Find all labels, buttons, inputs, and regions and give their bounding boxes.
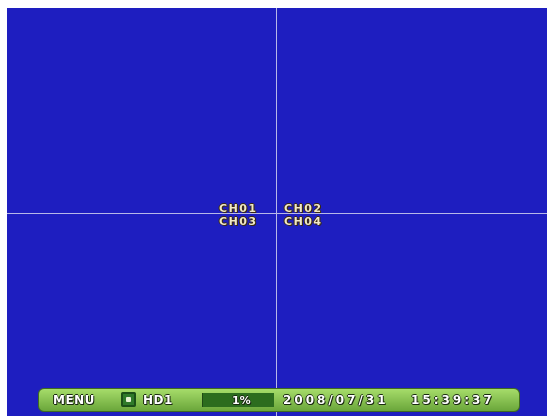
disk-usage-fill	[202, 393, 203, 407]
date-display: 2008/07/31	[283, 393, 389, 407]
vertical-divider	[276, 8, 277, 416]
disk-usage-label: 1%	[232, 394, 251, 407]
menu-button[interactable]: MENU	[53, 393, 95, 407]
time-display: 15:39:37	[411, 393, 495, 407]
channel-label-ch03: CH03	[219, 215, 258, 228]
channel-label-ch04: CH04	[284, 215, 323, 228]
horizontal-divider	[7, 213, 547, 214]
channel-label-ch01: CH01	[219, 202, 258, 215]
disk-usage-bar	[202, 393, 274, 407]
quad-video-view[interactable]: CH01 CH02 CH03 CH04	[7, 8, 547, 416]
hdd-label: HD1	[143, 393, 173, 407]
channel-label-ch02: CH02	[284, 202, 323, 215]
hdd-icon	[121, 392, 136, 407]
status-bar: MENU HD1 1% 2008/07/31 15:39:37	[38, 388, 520, 412]
